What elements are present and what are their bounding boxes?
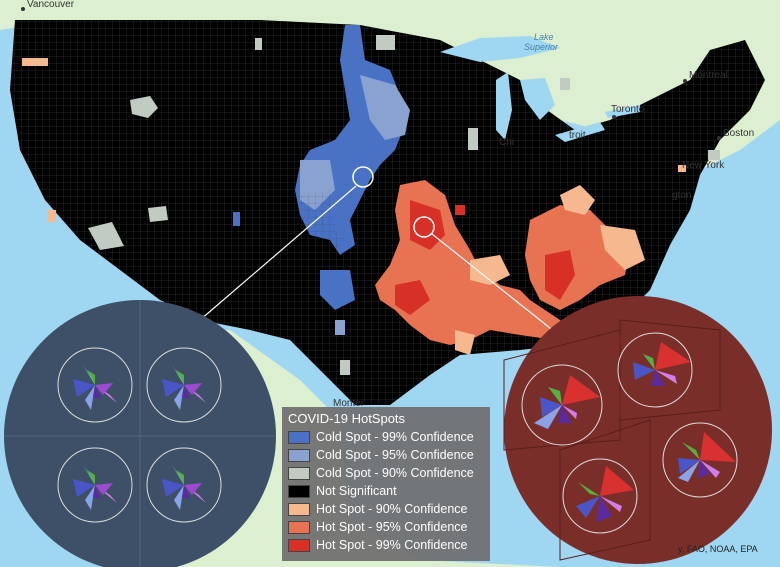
cold-rose-4 [146, 447, 222, 523]
legend-item: Cold Spot - 90% Confidence [288, 464, 484, 482]
hot-focus-marker [413, 216, 435, 238]
place-label: Toronto [611, 104, 645, 115]
hot-spot-detail-circle [503, 296, 772, 564]
place-labels: Vancouver Montreal Toronto Boston Chi tr… [21, 0, 754, 409]
legend-label: Hot Spot - 99% Confidence [316, 538, 468, 552]
lake-michigan [496, 72, 512, 140]
water-label: Superior [524, 42, 559, 52]
legend-item: Not Significant [288, 482, 484, 500]
cold-rose-1 [57, 347, 133, 423]
cold-spot-detail-circle [4, 300, 276, 567]
cold-spot-regions [233, 25, 410, 335]
lake-ontario [605, 105, 640, 118]
legend-swatch [288, 466, 310, 480]
map-legend: COVID-19 HotSpots Cold Spot - 99% Confid… [282, 407, 490, 561]
place-label: New York [682, 160, 725, 171]
place-label: Boston [723, 128, 754, 139]
legend-label: Cold Spot - 90% Confidence [316, 466, 474, 480]
legend-item: Hot Spot - 99% Confidence [288, 536, 484, 554]
legend-label: Hot Spot - 95% Confidence [316, 520, 468, 534]
hot-rose-3 [562, 458, 638, 534]
hot-rose-1 [521, 364, 603, 446]
cold-rose-2 [146, 347, 222, 423]
legend-item: Hot Spot - 95% Confidence [288, 518, 484, 536]
hot-spot-regions [22, 58, 686, 355]
lake-erie [555, 122, 605, 142]
place-label: Montreal [689, 70, 728, 81]
lake-superior [440, 36, 560, 62]
legend-title: COVID-19 HotSpots [288, 411, 406, 426]
place-label: Chi [499, 137, 514, 148]
legend-item: Cold Spot - 99% Confidence [288, 428, 484, 446]
legend-swatch [288, 538, 310, 552]
hot-rose-2 [617, 332, 693, 408]
legend-item: Hot Spot - 90% Confidence [288, 500, 484, 518]
legend-label: Not Significant [316, 484, 397, 498]
map-attribution: y, FAO, NOAA, EPA [678, 544, 758, 554]
cold-focus-marker [352, 166, 374, 188]
legend-swatch [288, 502, 310, 516]
legend-label: Hot Spot - 90% Confidence [316, 502, 468, 516]
legend-swatch [288, 520, 310, 534]
lake-huron [520, 78, 555, 120]
place-label: Monter [333, 398, 365, 409]
legend-swatch [288, 448, 310, 462]
cold-rose-3 [57, 447, 133, 523]
water-label: Lake [534, 32, 554, 42]
place-label: Vancouver [27, 0, 75, 10]
legend-item: Cold Spot - 95% Confidence [288, 446, 484, 464]
place-label: troit [569, 130, 586, 141]
legend-label: Cold Spot - 99% Confidence [316, 430, 474, 444]
legend-swatch [288, 484, 310, 498]
legend-label: Cold Spot - 95% Confidence [316, 448, 474, 462]
place-label: gton [672, 190, 691, 201]
legend-swatch [288, 430, 310, 444]
hot-rose-4 [662, 422, 738, 498]
canada-land [0, 0, 780, 170]
